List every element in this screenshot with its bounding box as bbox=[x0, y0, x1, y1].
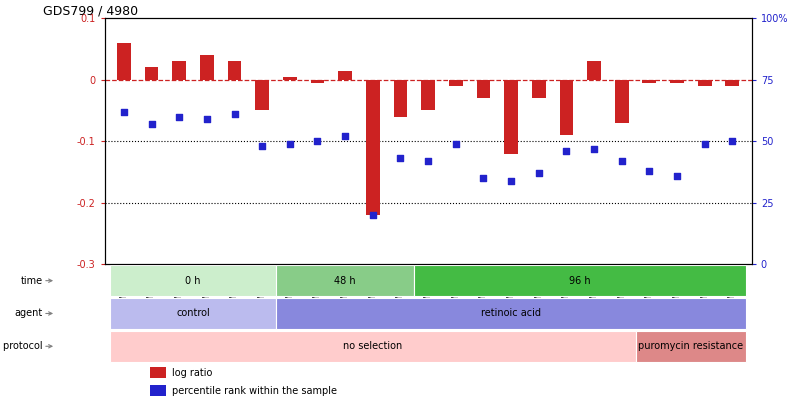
Bar bbox=[338, 70, 352, 80]
Bar bbox=[532, 80, 545, 98]
Bar bbox=[283, 77, 296, 80]
Point bbox=[366, 212, 379, 218]
Point bbox=[255, 143, 268, 149]
Text: percentile rank within the sample: percentile rank within the sample bbox=[173, 386, 337, 396]
Point bbox=[642, 168, 655, 174]
Bar bbox=[393, 80, 407, 117]
Bar bbox=[635, 330, 745, 362]
Point bbox=[173, 113, 185, 120]
Point bbox=[449, 141, 462, 147]
Bar bbox=[110, 265, 275, 296]
Bar bbox=[448, 80, 463, 86]
Bar bbox=[559, 80, 573, 135]
Bar bbox=[503, 80, 517, 153]
Point bbox=[311, 138, 324, 145]
Text: retinoic acid: retinoic acid bbox=[480, 309, 540, 318]
Bar bbox=[414, 265, 745, 296]
Text: no selection: no selection bbox=[343, 341, 402, 351]
Text: 96 h: 96 h bbox=[569, 276, 590, 286]
Bar bbox=[421, 80, 434, 111]
Point bbox=[698, 141, 711, 147]
Bar bbox=[200, 55, 214, 80]
Point bbox=[532, 170, 544, 177]
Text: time: time bbox=[21, 276, 43, 286]
Bar bbox=[116, 43, 131, 80]
Text: puromycin resistance: puromycin resistance bbox=[638, 341, 743, 351]
Bar bbox=[670, 80, 683, 83]
Bar bbox=[697, 80, 711, 86]
Bar bbox=[365, 80, 379, 215]
Bar bbox=[145, 67, 158, 80]
Text: log ratio: log ratio bbox=[173, 368, 213, 377]
Bar bbox=[476, 80, 490, 98]
Point bbox=[200, 116, 213, 122]
Bar bbox=[110, 298, 275, 329]
Bar bbox=[172, 61, 185, 80]
Bar bbox=[642, 80, 655, 83]
Bar bbox=[149, 367, 165, 378]
Bar bbox=[275, 265, 414, 296]
Point bbox=[670, 173, 683, 179]
Point bbox=[338, 133, 351, 140]
Point bbox=[476, 175, 489, 181]
Point bbox=[393, 155, 406, 162]
Point bbox=[228, 111, 241, 117]
Bar bbox=[255, 80, 269, 111]
Point bbox=[283, 141, 296, 147]
Text: agent: agent bbox=[14, 309, 43, 318]
Bar bbox=[227, 61, 241, 80]
Point bbox=[504, 177, 517, 184]
Text: growth protocol: growth protocol bbox=[0, 341, 43, 351]
Text: 48 h: 48 h bbox=[334, 276, 356, 286]
Bar bbox=[310, 80, 324, 83]
Point bbox=[587, 145, 600, 152]
Text: control: control bbox=[176, 309, 210, 318]
Point bbox=[421, 158, 434, 164]
Text: GDS799 / 4980: GDS799 / 4980 bbox=[43, 4, 138, 17]
Point bbox=[117, 109, 130, 115]
Bar bbox=[724, 80, 739, 86]
Point bbox=[560, 148, 573, 154]
Point bbox=[145, 121, 157, 127]
Bar bbox=[614, 80, 628, 123]
Point bbox=[614, 158, 627, 164]
Bar bbox=[110, 330, 635, 362]
Bar bbox=[275, 298, 745, 329]
Point bbox=[725, 138, 738, 145]
Bar bbox=[586, 61, 601, 80]
Bar bbox=[149, 385, 165, 396]
Text: 0 h: 0 h bbox=[185, 276, 201, 286]
